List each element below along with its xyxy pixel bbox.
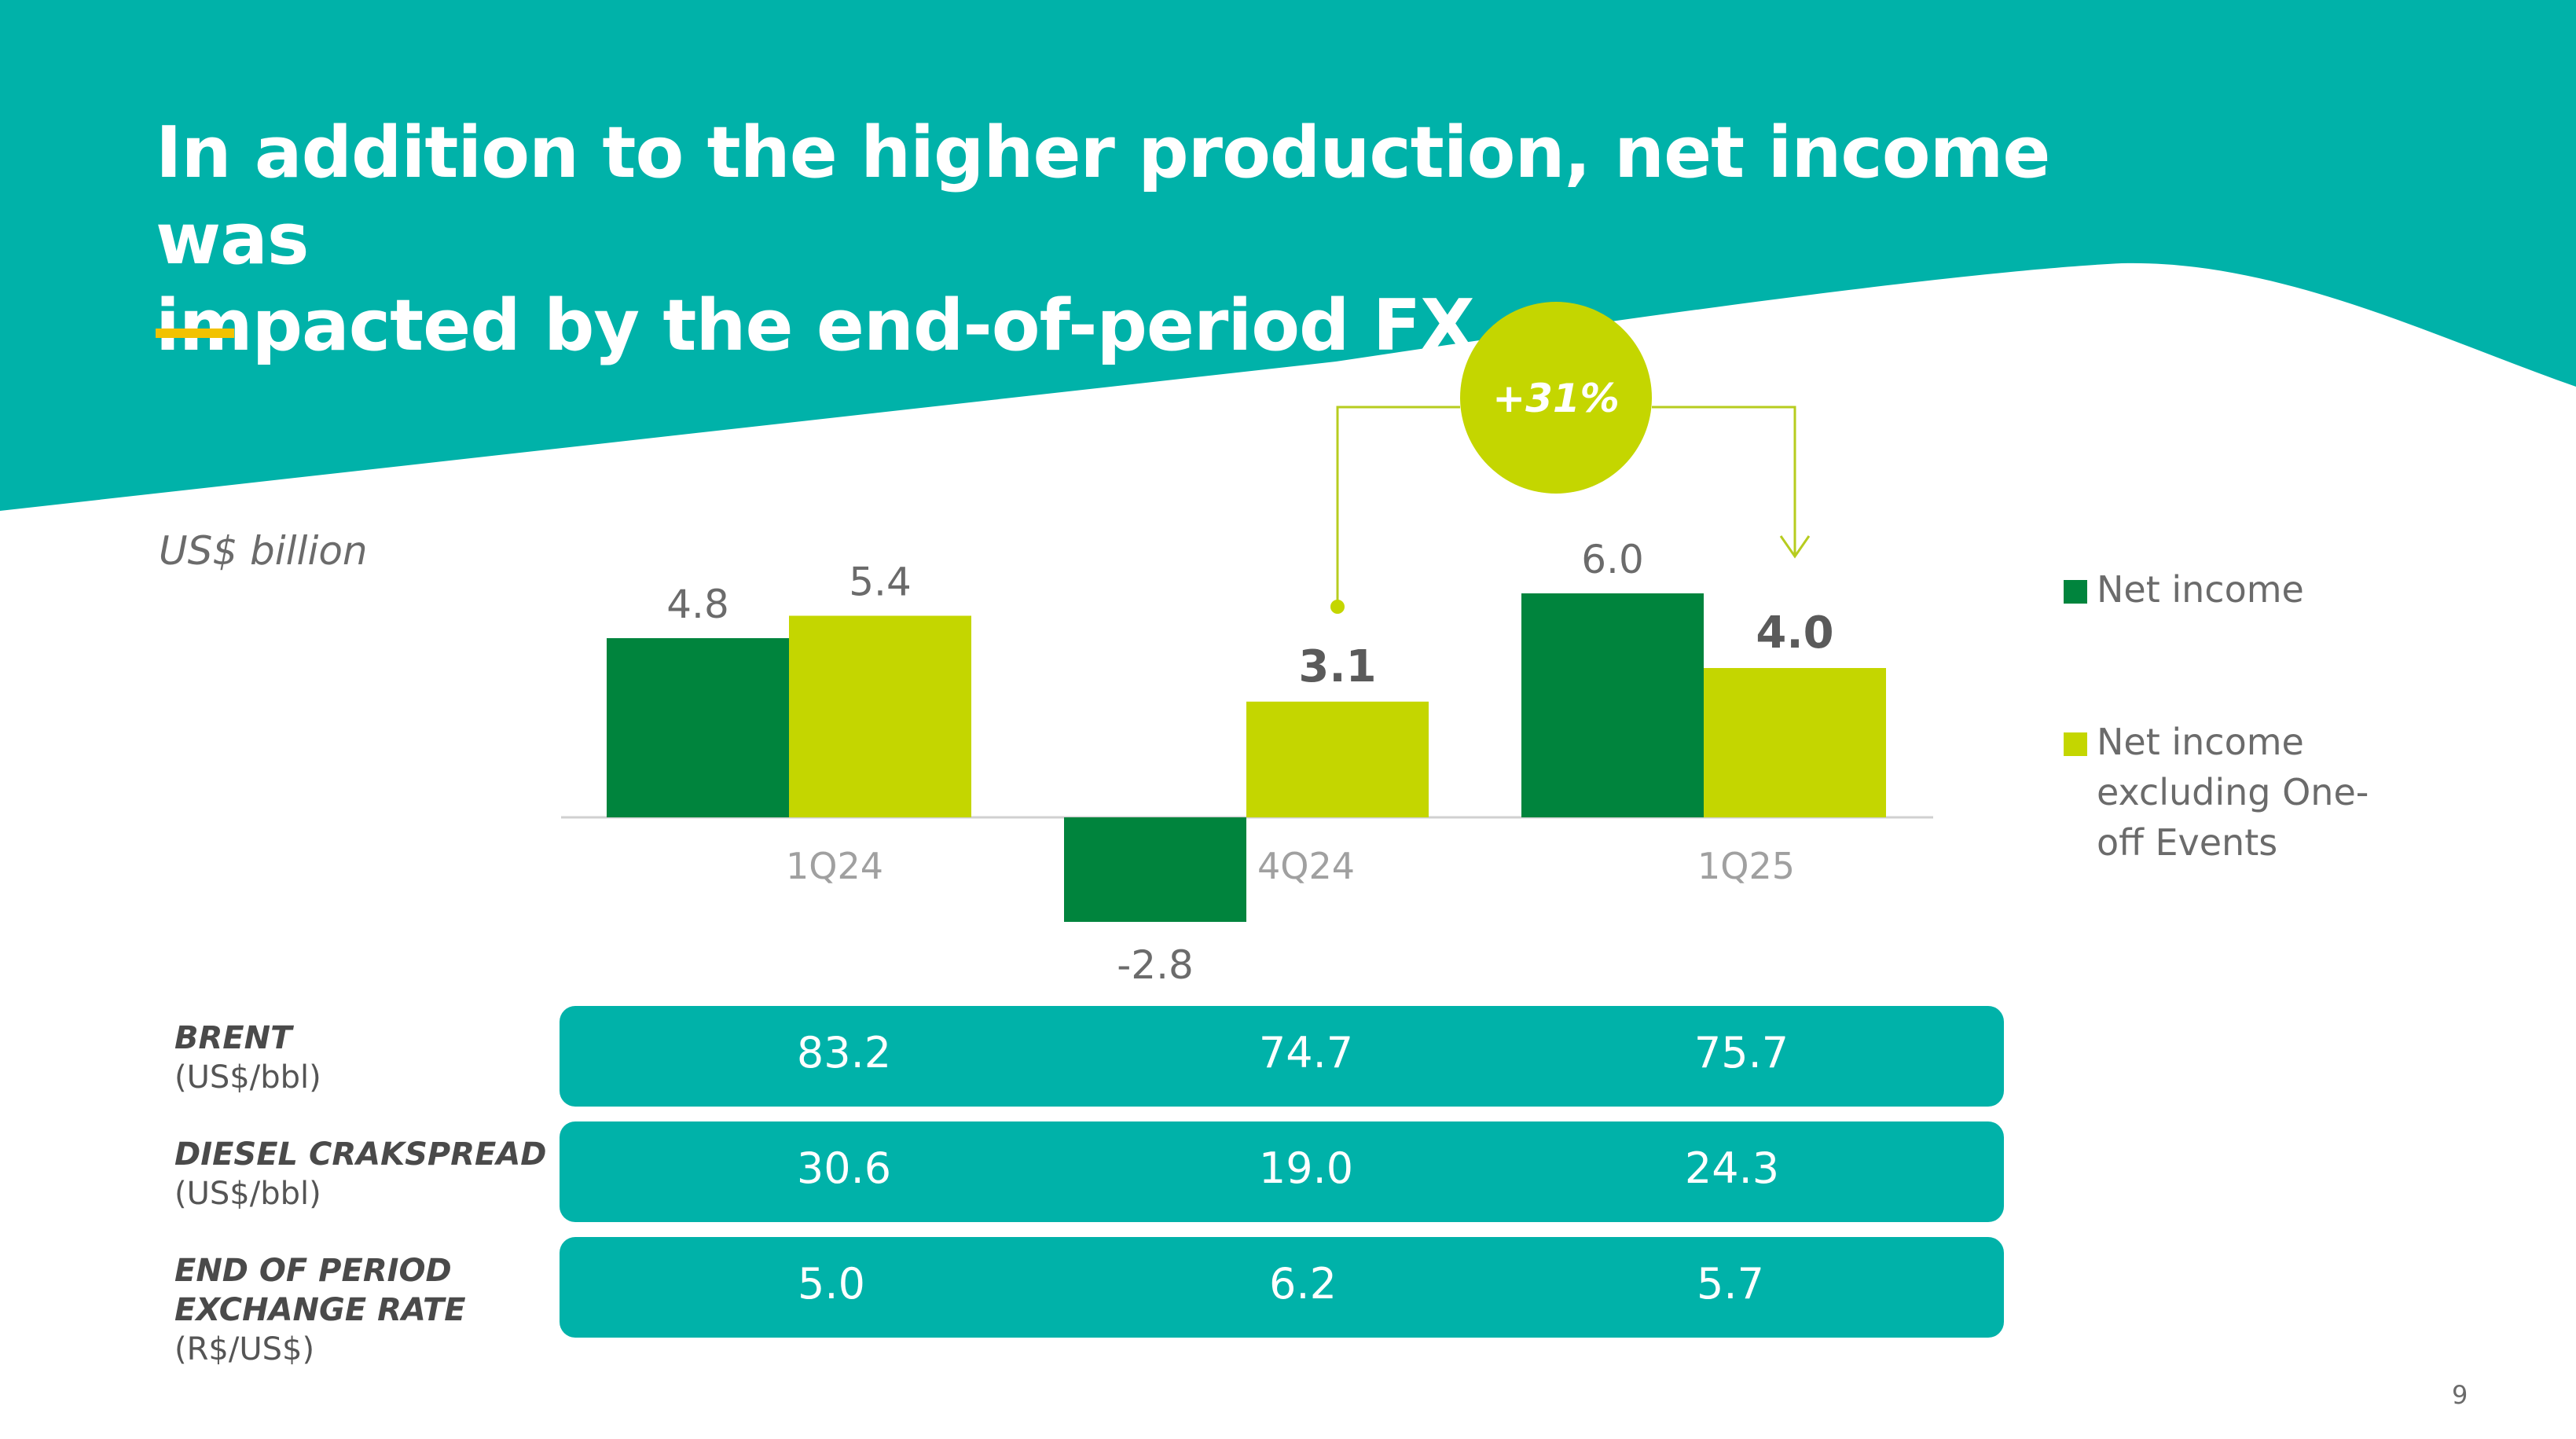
bar-net-income-excluding-one-off-1q25 <box>1704 668 1886 817</box>
row-name: BRENT <box>174 1020 292 1056</box>
legend-swatch-net-income-excluding-one-off <box>2064 732 2087 756</box>
growth-badge <box>1460 302 1652 494</box>
x-tick-label: 1Q25 <box>1697 845 1795 887</box>
slide-title-line-1: In addition to the higher production, ne… <box>156 112 2050 281</box>
title-accent-bar <box>156 329 234 338</box>
legend-label-net-income-excluding-one-off: Net income excluding One-off Events <box>2097 721 2369 864</box>
annotation-start-dot <box>1330 600 1345 614</box>
legend-label-net-income: Net income <box>2097 568 2304 611</box>
slide-title-line-2: impacted by the end-of-period FX <box>156 284 1475 367</box>
row-label-brent: BRENT (US$/bbl) <box>174 1019 321 1097</box>
row-label-diesel-crakspread: DIESEL CRAKSPREAD (US$/bbl) <box>174 1135 546 1213</box>
cell-value: 19.0 <box>1258 1143 1354 1193</box>
legend-swatch-net-income <box>2064 580 2087 604</box>
growth-badge-label: +31% <box>1492 376 1620 421</box>
cell-value: 74.7 <box>1258 1028 1354 1077</box>
bar-net-income-excluding-one-off-4q24 <box>1246 701 1429 817</box>
bar-net-income-1q25 <box>1521 593 1704 817</box>
row-unit: (US$/bbl) <box>174 1059 321 1096</box>
cell-value: 5.7 <box>1697 1259 1764 1309</box>
row-unit: (US$/bbl) <box>174 1176 321 1212</box>
row-name: DIESEL CRAKSPREAD <box>174 1136 547 1173</box>
x-tick-label: 1Q24 <box>786 845 883 887</box>
data-label: 4.8 <box>666 582 729 627</box>
cell-value: 75.7 <box>1693 1028 1789 1077</box>
data-label: 6.0 <box>1581 537 1644 582</box>
cell-value: 30.6 <box>796 1143 892 1193</box>
data-label: -2.8 <box>1117 942 1194 988</box>
row-label-exchange-rate: END OF PERIOD EXCHANGE RATE (R$/US$) <box>174 1251 520 1369</box>
cell-value: 5.0 <box>798 1259 865 1309</box>
annotation-connector-left <box>1336 406 1460 605</box>
data-label: 5.4 <box>849 560 912 605</box>
row-values-brent: 83.2 74.7 75.7 <box>560 1006 2004 1107</box>
slide-title: In addition to the higher production, ne… <box>156 110 2120 369</box>
cell-value: 6.2 <box>1269 1259 1337 1309</box>
annotation-arrow-head <box>1779 535 1811 559</box>
page-number: 9 <box>2452 1380 2468 1410</box>
unit-label: US$ billion <box>159 528 368 574</box>
data-label: 3.1 <box>1298 641 1376 692</box>
bar-net-income-1q24 <box>607 638 789 817</box>
data-label: 4.0 <box>1756 608 1833 659</box>
row-unit: (R$/US$) <box>174 1331 315 1367</box>
cell-value: 24.3 <box>1684 1143 1780 1193</box>
annotation-connector-right <box>1652 406 1796 555</box>
bar-net-income-4q24 <box>1064 817 1246 922</box>
row-values-diesel-crakspread: 30.6 19.0 24.3 <box>560 1121 2004 1222</box>
row-values-exchange-rate: 5.0 6.2 5.7 <box>560 1237 2004 1338</box>
row-name: END OF PERIOD EXCHANGE RATE <box>174 1253 466 1328</box>
x-tick-label: 4Q24 <box>1257 845 1355 887</box>
cell-value: 83.2 <box>796 1028 892 1077</box>
bar-net-income-excluding-one-off-1q24 <box>789 615 971 817</box>
